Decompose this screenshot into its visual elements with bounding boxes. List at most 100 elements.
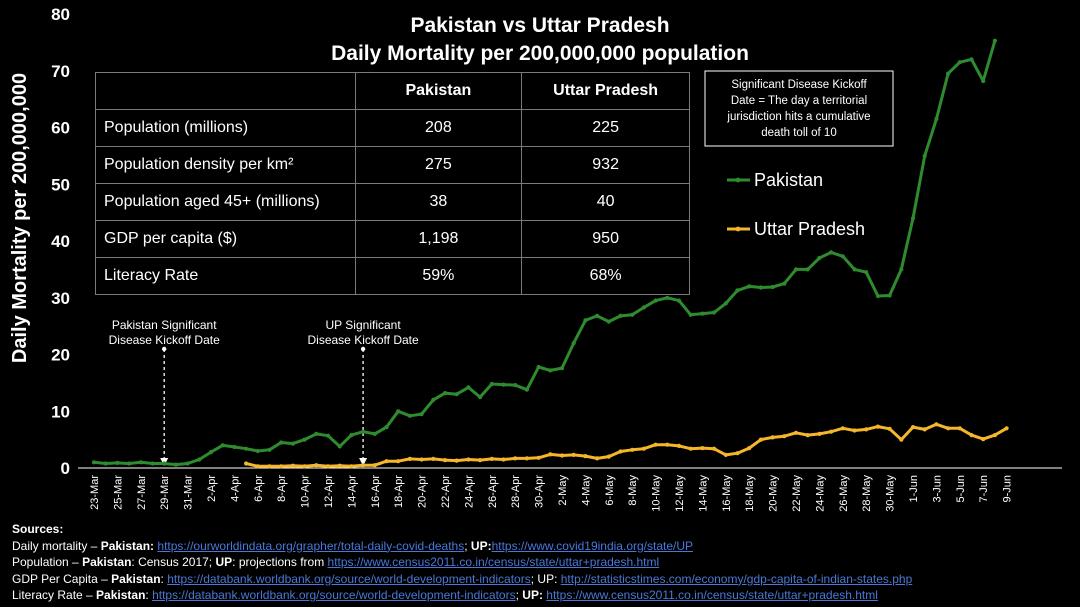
x-tick-label: 16-May (721, 475, 733, 512)
uttar-pradesh-value: 932 (521, 146, 690, 184)
data-point-pakistan (442, 391, 448, 396)
uttar-pradesh-value: 40 (521, 183, 690, 221)
kickoff-annotation-text: Disease Kickoff Date (308, 333, 419, 347)
data-point-uttar-pradesh (548, 452, 553, 457)
data-point-pakistan (770, 284, 775, 290)
data-point-pakistan (559, 366, 565, 371)
data-point-uttar-pradesh (875, 424, 881, 429)
source-link[interactable]: http://statisticstimes.com/economy/gdp-c… (560, 571, 913, 586)
source-link[interactable]: https://www.census2011.co.in/census/stat… (327, 555, 660, 569)
source-link[interactable]: https://databank.worldbank.org/source/wo… (167, 571, 531, 586)
source-line: GDP Per Capita – Pakistan: https://datab… (12, 571, 1072, 588)
data-point-pakistan (325, 433, 331, 438)
data-point-uttar-pradesh (536, 455, 541, 460)
data-point-uttar-pradesh (337, 463, 342, 468)
data-point-uttar-pradesh (325, 464, 331, 469)
data-point-pakistan (396, 409, 401, 414)
x-tick-label: 8-May (627, 475, 639, 506)
data-point-pakistan (665, 295, 670, 300)
x-tick-label: 16-Apr (370, 475, 382, 508)
source-bold-text: Pakistan (111, 571, 161, 586)
table-header-row: Pakistan Uttar Pradesh (95, 72, 690, 110)
data-point-uttar-pradesh (501, 457, 506, 462)
data-point-uttar-pradesh (255, 464, 260, 469)
data-point-uttar-pradesh (665, 442, 670, 447)
row-label: Population aged 45+ (millions) (95, 183, 356, 221)
data-point-uttar-pradesh (606, 454, 611, 459)
x-tick-label: 27-Mar (136, 475, 148, 510)
chart-subtitle: Daily Mortality per 200,000,000 populati… (331, 42, 749, 65)
x-tick-label: 30-May (885, 475, 897, 512)
source-bold-text: UP: (522, 588, 543, 602)
data-point-uttar-pradesh (618, 449, 623, 454)
data-point-uttar-pradesh (946, 426, 951, 431)
source-bold-text: UP (215, 555, 233, 569)
data-point-uttar-pradesh (910, 425, 916, 430)
source-link[interactable]: https://www.census2011.co.in/census/stat… (546, 588, 878, 602)
source-link[interactable]: https://www.covid19india.org/state/UP (491, 538, 694, 553)
x-tick-label: 4-May (580, 475, 592, 506)
source-link[interactable]: https://ourworldindata.org/grapher/total… (157, 538, 465, 553)
data-point-pakistan (150, 461, 155, 466)
data-point-pakistan (220, 443, 225, 448)
data-point-pakistan (793, 267, 799, 272)
data-point-uttar-pradesh (712, 446, 717, 451)
data-point-uttar-pradesh (840, 426, 845, 431)
data-point-pakistan (489, 381, 494, 387)
data-point-pakistan (899, 267, 904, 272)
data-point-uttar-pradesh (793, 430, 799, 435)
data-point-pakistan (349, 433, 354, 438)
row-label: Population density per km² (95, 146, 356, 184)
data-point-uttar-pradesh (864, 427, 869, 432)
y-tick-label: 70 (51, 62, 70, 81)
source-link[interactable]: https://databank.worldbank.org/source/wo… (152, 588, 516, 602)
data-point-pakistan (466, 385, 471, 390)
data-point-pakistan (805, 267, 810, 272)
data-point-pakistan (618, 313, 623, 318)
data-point-pakistan (173, 462, 178, 467)
y-tick-label: 30 (51, 289, 70, 308)
data-point-uttar-pradesh (384, 459, 389, 464)
data-point-pakistan (641, 305, 647, 310)
data-point-pakistan (513, 383, 518, 388)
x-axis-ticks: 23-Mar 25-Mar 27-Mar 29-Mar 31-Mar 2-Apr 4-Apr… (89, 475, 1014, 512)
y-tick-label: 0 (61, 459, 70, 478)
source-line: Daily mortality – Pakistan: https://ourw… (12, 538, 1072, 555)
data-point-uttar-pradesh (244, 461, 249, 466)
kickoff-marker-dot (162, 346, 167, 352)
y-tick-label: 80 (51, 5, 70, 24)
data-point-pakistan (922, 153, 927, 158)
data-point-pakistan (372, 431, 377, 436)
data-point-uttar-pradesh (1004, 426, 1009, 431)
source-text: : (145, 588, 153, 602)
source-line: Population – Pakistan: Census 2017; UP: … (12, 554, 1072, 571)
x-tick-label: 23-Mar (89, 475, 101, 510)
data-point-pakistan (302, 437, 307, 442)
data-point-pakistan (875, 293, 881, 299)
data-point-uttar-pradesh (829, 429, 834, 434)
y-tick-label: 50 (51, 175, 70, 194)
definition-line: Date = The day a territorial (731, 95, 867, 107)
source-text: Daily mortality – (12, 538, 101, 553)
data-point-uttar-pradesh (688, 446, 693, 451)
data-point-uttar-pradesh (279, 464, 284, 469)
x-tick-label: 10-May (651, 475, 663, 512)
pakistan-value: 275 (354, 146, 523, 184)
x-tick-label: 2-May (557, 475, 569, 506)
data-point-uttar-pradesh (419, 457, 424, 462)
data-point-uttar-pradesh (431, 456, 436, 461)
data-point-uttar-pradesh (571, 452, 576, 457)
x-tick-label: 18-Apr (393, 475, 405, 508)
x-tick-label: 31-Mar (183, 475, 195, 510)
y-tick-label: 60 (51, 119, 70, 138)
kickoff-annotation-text: Pakistan Significant (112, 318, 217, 332)
x-tick-label: 26-May (838, 475, 850, 512)
source-text: ; UP: (530, 571, 561, 586)
data-point-pakistan (127, 461, 132, 466)
data-point-pakistan (583, 318, 588, 323)
x-tick-label: 26-Apr (487, 475, 499, 508)
legend-marker-pakistan (735, 177, 741, 183)
data-point-pakistan (887, 293, 892, 298)
series-layer (91, 38, 1009, 469)
